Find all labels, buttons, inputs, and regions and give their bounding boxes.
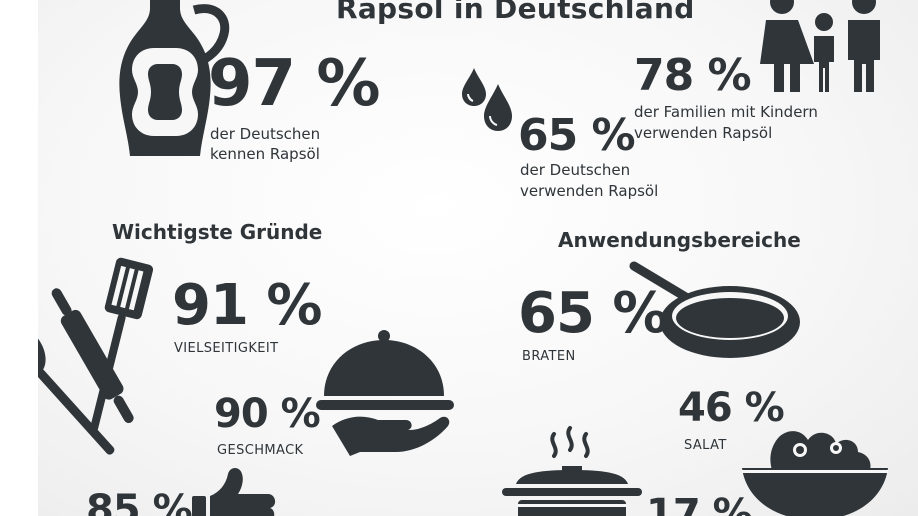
oil-drops-icon (462, 68, 512, 131)
cooking-pot-icon (502, 426, 642, 516)
page-title: Rapsöl in Deutschland (336, 0, 695, 25)
family-icon (760, 0, 880, 92)
frying-pan-icon (629, 261, 800, 358)
stat-families-line2: verwenden Rapsöl (634, 124, 773, 142)
usage-1-value: 65 % (518, 281, 669, 346)
usage-2-label: SALAT (684, 438, 727, 453)
stat-use-value: 65 % (518, 110, 636, 161)
serving-cloche-icon (316, 330, 454, 456)
salad-bowl-icon (742, 431, 888, 516)
usage-1-label: BRATEN (522, 349, 576, 364)
usage-2-value: 46 % (678, 385, 785, 431)
stat-use-line2: verwenden Rapsöl (520, 182, 659, 200)
stat-know-line2: kennen Rapsöl (210, 145, 320, 163)
reason-2-value: 90 % (214, 391, 321, 437)
stat-know-line1: der Deutschen (210, 125, 321, 143)
kitchen-utensils-icon (38, 257, 154, 455)
oil-bottle-icon (119, 0, 230, 156)
stat-use-line1: der Deutschen (520, 161, 631, 179)
thumbs-up-icon (192, 468, 275, 516)
stat-families-line1: der Familien mit Kindern (634, 103, 818, 121)
reason-1-value: 91 % (172, 273, 323, 338)
stat-know-value: 97 % (208, 47, 380, 121)
reason-1-label: VIELSEITIGKEIT (174, 341, 279, 356)
usage-3-value: 17 % (646, 491, 753, 516)
infographic: Rapsöl in Deutschland 97 % der Deutschen… (38, 0, 918, 516)
stat-families-value: 78 % (634, 50, 752, 101)
usage-heading: Anwendungsbereiche (558, 228, 801, 252)
reason-3-value: 85 % (86, 487, 193, 516)
reasons-heading: Wichtigste Gründe (112, 220, 323, 244)
reason-2-label: GESCHMACK (217, 443, 304, 458)
